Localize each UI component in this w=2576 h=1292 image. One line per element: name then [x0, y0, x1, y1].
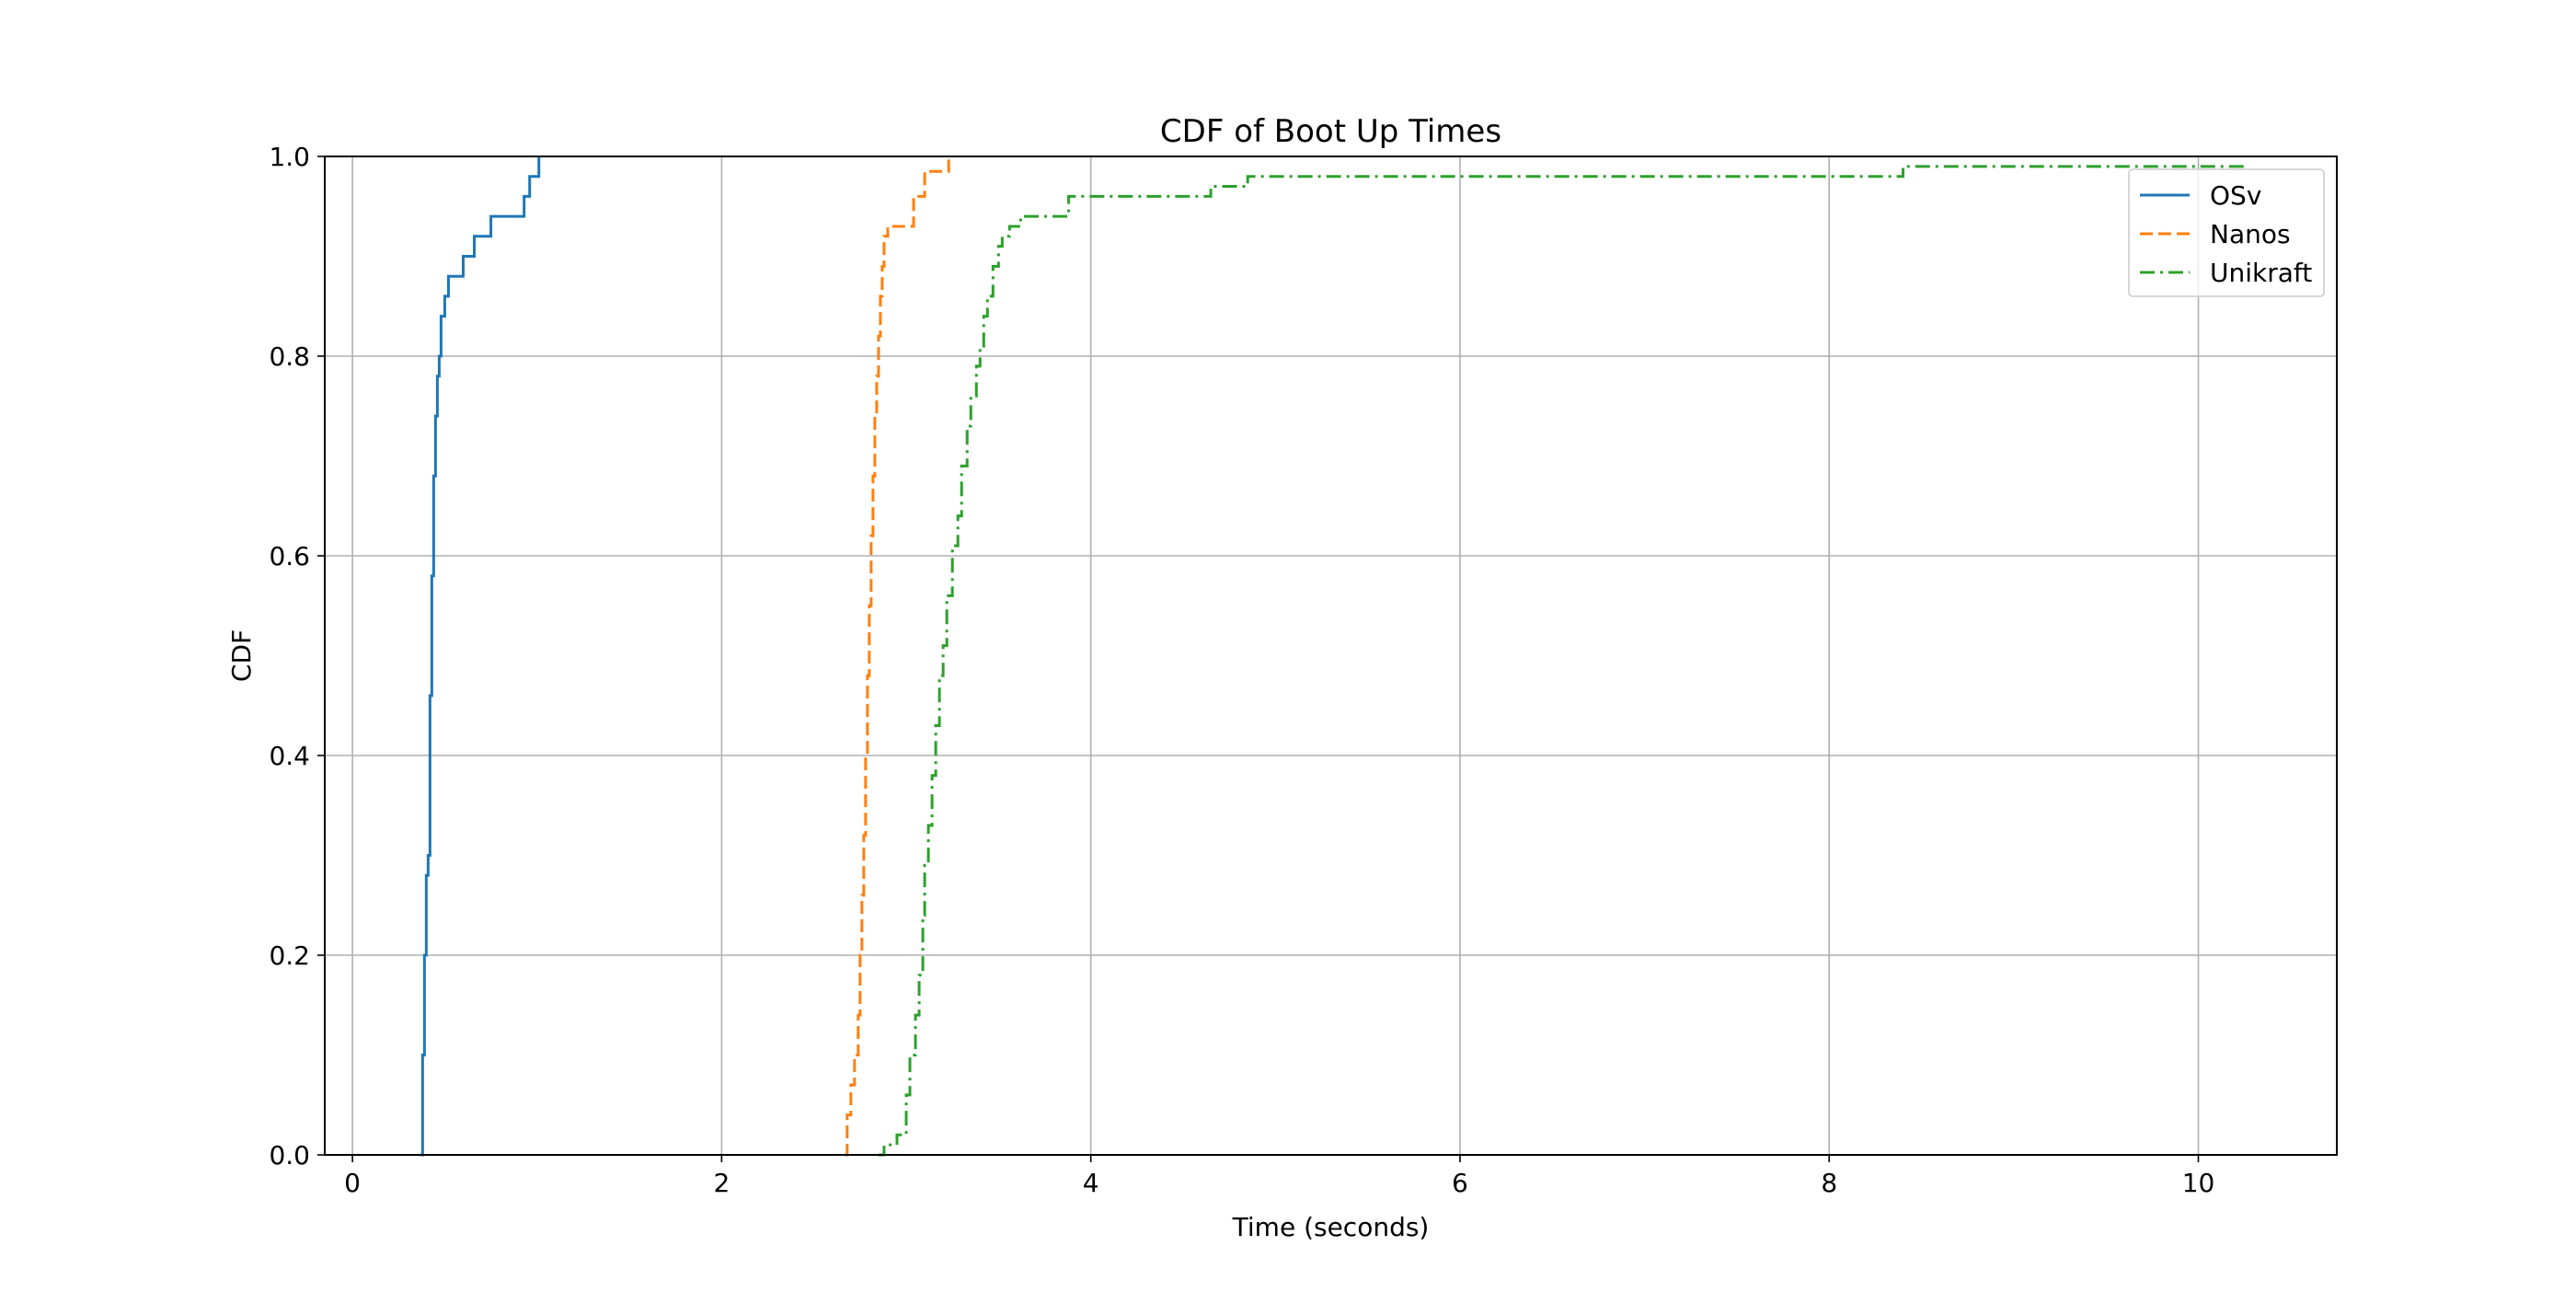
y-tick-label: 1.0: [269, 142, 310, 172]
chart-title: CDF of Boot Up Times: [1160, 113, 1501, 150]
x-tick-label: 0: [344, 1168, 361, 1198]
legend-label-nanos: Nanos: [2210, 219, 2291, 249]
y-tick-label: 0.6: [269, 541, 310, 571]
y-tick-label: 0.8: [269, 341, 310, 372]
plot-frame: [324, 156, 2338, 1156]
x-tick-label: 4: [1083, 1168, 1099, 1198]
legend-label-unikraft: Unikraft: [2210, 258, 2312, 288]
legend-box: [2128, 168, 2325, 297]
series-layer: [420, 156, 2245, 1157]
x-tick-label: 10: [2182, 1168, 2215, 1198]
series-line-nanos: [845, 156, 950, 1157]
legend-label-osv: OSv: [2210, 180, 2261, 211]
x-tick-label: 6: [1452, 1168, 1468, 1198]
legend: OSv Nanos Unikraft: [2128, 168, 2325, 297]
series-line-unikraft: [878, 165, 2245, 1157]
x-tick-label: 8: [1821, 1168, 1837, 1198]
y-axis-label: CDF: [226, 629, 257, 682]
x-tick-label: 2: [713, 1168, 730, 1198]
series-line-osv: [420, 156, 541, 1157]
y-tick-label: 0.4: [269, 741, 310, 771]
y-tick-label: 0.2: [269, 940, 310, 971]
ticks: 0 2 4 6 8 10 0.0 0.2 0.4 0.6 0.8 1.0: [269, 142, 2214, 1198]
y-tick-label: 0.0: [269, 1140, 310, 1171]
x-axis-label: Time (seconds): [1232, 1212, 1430, 1242]
